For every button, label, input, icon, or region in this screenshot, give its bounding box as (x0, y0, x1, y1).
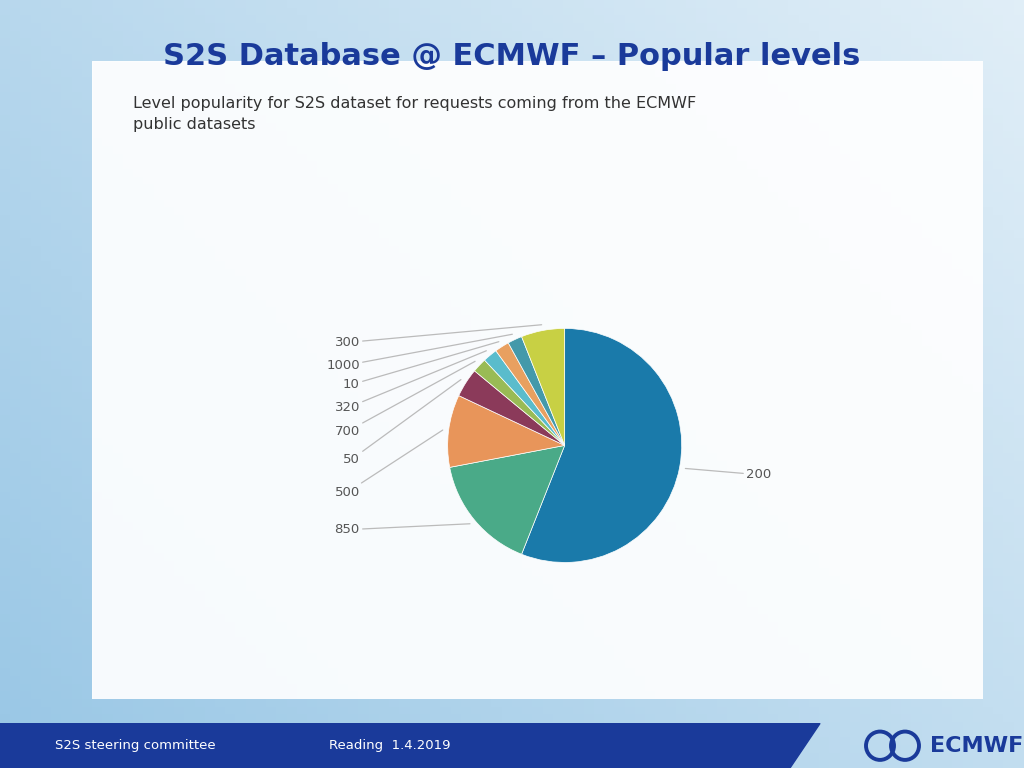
Text: 200: 200 (685, 468, 771, 482)
Wedge shape (508, 336, 564, 445)
Wedge shape (447, 396, 564, 468)
Text: 1000: 1000 (327, 334, 512, 372)
Wedge shape (484, 351, 564, 445)
Wedge shape (450, 445, 564, 554)
Text: Reading  1.4.2019: Reading 1.4.2019 (330, 740, 451, 752)
Text: 300: 300 (335, 325, 542, 349)
Wedge shape (496, 343, 564, 445)
Text: 10: 10 (343, 342, 499, 391)
Text: 500: 500 (335, 430, 442, 498)
Wedge shape (459, 371, 564, 445)
Wedge shape (521, 329, 564, 445)
Wedge shape (474, 360, 564, 445)
Text: S2S Database @ ECMWF – Popular levels: S2S Database @ ECMWF – Popular levels (163, 42, 861, 71)
Text: 850: 850 (335, 523, 470, 536)
Text: 700: 700 (335, 361, 475, 438)
Text: ECMWF: ECMWF (930, 736, 1023, 756)
Text: 50: 50 (343, 379, 461, 466)
Text: 320: 320 (335, 351, 486, 415)
Polygon shape (0, 723, 820, 768)
Wedge shape (521, 329, 682, 562)
Text: Level popularity for S2S dataset for requests coming from the ECMWF
public datas: Level popularity for S2S dataset for req… (133, 96, 696, 132)
Text: S2S steering committee: S2S steering committee (55, 740, 216, 752)
